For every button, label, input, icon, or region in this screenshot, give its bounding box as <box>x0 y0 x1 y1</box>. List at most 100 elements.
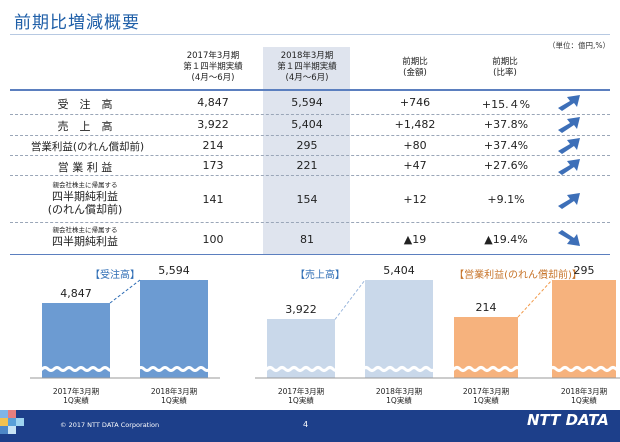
table-bottom-rule <box>10 254 610 255</box>
chart-value-label: 214 <box>475 301 497 315</box>
title-rule <box>10 34 610 35</box>
chart-category-line: 2017年3月期 <box>277 387 325 396</box>
trend-down-arrow-icon <box>558 230 580 246</box>
chart-value-label: 5,594 <box>158 264 190 277</box>
cell-ratio: +27.6% <box>483 159 529 172</box>
col-header-curr-line2: 第１四半期実績 <box>277 62 337 72</box>
cell-prev: 100 <box>202 233 224 246</box>
cell-curr: 81 <box>300 233 314 246</box>
col-header-diff-amount-line1: 前期比 <box>402 57 428 67</box>
chart-bar <box>365 280 433 378</box>
row-label-small: 親会社株主に帰属する <box>52 181 118 189</box>
col-header-diff-amount-line2: (金額) <box>403 68 427 78</box>
cell-ratio: +9.1% <box>487 193 525 206</box>
trend-up-arrow-icon <box>558 117 580 133</box>
cell-curr: 221 <box>296 159 318 172</box>
chart-category-label: 2018年3月期 1Q実績 <box>355 387 443 405</box>
footer-bar <box>0 410 620 442</box>
chart-value-label: 4,847 <box>60 287 92 301</box>
cell-prev: 141 <box>202 193 224 206</box>
col-header-prev: 2017年3月期 第１四半期実績 (4月～6月) <box>168 51 258 84</box>
col-header-diff-ratio: 前期比 (比率) <box>475 57 535 79</box>
chart-bar <box>552 280 616 378</box>
chart-bar <box>454 317 518 378</box>
col-header-diff-amount: 前期比 (金額) <box>385 57 445 79</box>
row-label-operating-profit: 営 業 利 益 <box>57 161 113 174</box>
chart-category-label: 2017年3月期 1Q実績 <box>257 387 345 405</box>
cell-curr: 154 <box>296 193 318 206</box>
chart-category-label: 2018年3月期 1Q実績 <box>130 387 218 405</box>
cell-prev: 3,922 <box>197 118 229 131</box>
trend-up-arrow-icon <box>558 138 580 154</box>
cell-prev: 4,847 <box>197 96 229 109</box>
trend-up-arrow-icon <box>558 95 580 111</box>
col-header-diff-ratio-line2: (比率) <box>493 68 517 78</box>
col-header-prev-line2: 第１四半期実績 <box>183 62 243 72</box>
row-label-main: 四半期純利益 <box>52 235 118 248</box>
row-divider <box>10 114 610 115</box>
cell-curr: 5,594 <box>291 96 323 109</box>
cell-diff: +12 <box>403 193 427 206</box>
row-label-sales: 売 上 高 <box>57 120 113 133</box>
chart-title-sales: 【売上高】 <box>295 270 345 281</box>
chart-value-label: 295 <box>573 264 595 277</box>
row-divider <box>10 155 610 156</box>
chart-category-label: 2017年3月期 1Q実績 <box>32 387 120 405</box>
chart-category-line: 1Q実績 <box>288 396 314 405</box>
row-label-net-income: 親会社株主に帰属する 四半期純利益 <box>10 226 160 249</box>
chart-category-line: 2018年3月期 <box>560 387 608 396</box>
cell-ratio: +15.４% <box>481 98 531 111</box>
chart-category-line: 1Q実績 <box>386 396 412 405</box>
col-header-curr-line3: (4月～6月) <box>285 73 329 83</box>
cell-diff: +1,482 <box>394 118 436 131</box>
chart-category-line: 1Q実績 <box>571 396 597 405</box>
cell-diff: +80 <box>403 139 427 152</box>
page-title: 前期比増減概要 <box>14 13 140 33</box>
chart-category-label: 2017年3月期 1Q実績 <box>444 387 528 405</box>
mosaic-decoration-icon <box>0 410 24 434</box>
chart-bar <box>267 319 335 378</box>
chart-category-line: 2018年3月期 <box>150 387 198 396</box>
cell-ratio: ▲19.4% <box>484 233 528 246</box>
cell-ratio: +37.8% <box>483 118 529 131</box>
chart-title-operating-profit: 【営業利益(のれん償却前)】 <box>454 270 582 281</box>
row-divider <box>10 222 610 223</box>
row-divider <box>10 135 610 136</box>
chart-category-line: 1Q実績 <box>161 396 187 405</box>
chart-bar <box>42 303 110 378</box>
cell-diff: ▲19 <box>403 233 427 246</box>
cell-curr: 5,404 <box>291 118 323 131</box>
trend-up-arrow-icon <box>558 159 580 175</box>
unit-note: （単位：億円,%） <box>547 41 610 50</box>
cell-diff: +47 <box>403 159 427 172</box>
trend-up-arrow-icon <box>558 193 580 209</box>
cell-prev: 214 <box>202 139 224 152</box>
row-label-main: 四半期純利益 <box>52 190 118 203</box>
page-number: 4 <box>303 420 309 429</box>
row-divider <box>10 175 610 176</box>
copyright: © 2017 NTT DATA Corporation <box>60 421 160 429</box>
chart-category-line: 2018年3月期 <box>375 387 423 396</box>
chart-category-line: 2017年3月期 <box>52 387 100 396</box>
col-header-curr-line1: 2018年3月期 <box>280 51 334 61</box>
chart-category-line: 1Q実績 <box>63 396 89 405</box>
row-label-orders: 受 注 高 <box>57 98 113 111</box>
cell-ratio: +37.4% <box>483 139 529 152</box>
cell-prev: 173 <box>202 159 224 172</box>
chart-bar <box>140 280 208 378</box>
chart-category-line: 1Q実績 <box>473 396 499 405</box>
row-label-net-income-before-goodwill: 親会社株主に帰属する 四半期純利益 (のれん償却前) <box>10 181 160 216</box>
header-rule <box>10 89 610 91</box>
col-header-prev-line1: 2017年3月期 <box>186 51 240 61</box>
chart-category-label: 2018年3月期 1Q実績 <box>542 387 620 405</box>
chart-title-orders: 【受注高】 <box>90 270 140 281</box>
col-header-diff-ratio-line1: 前期比 <box>492 57 518 67</box>
company-logo: NTT DATA <box>527 411 609 429</box>
row-label-operating-profit-before-goodwill: 営業利益(のれん償却前) <box>30 141 145 153</box>
cell-curr: 295 <box>296 139 318 152</box>
col-header-prev-line3: (4月～6月) <box>191 73 235 83</box>
chart-category-line: 2017年3月期 <box>462 387 510 396</box>
row-label-small: 親会社株主に帰属する <box>52 226 118 234</box>
row-label-sub: (のれん償却前) <box>47 203 123 216</box>
chart-value-label: 3,922 <box>285 303 317 317</box>
